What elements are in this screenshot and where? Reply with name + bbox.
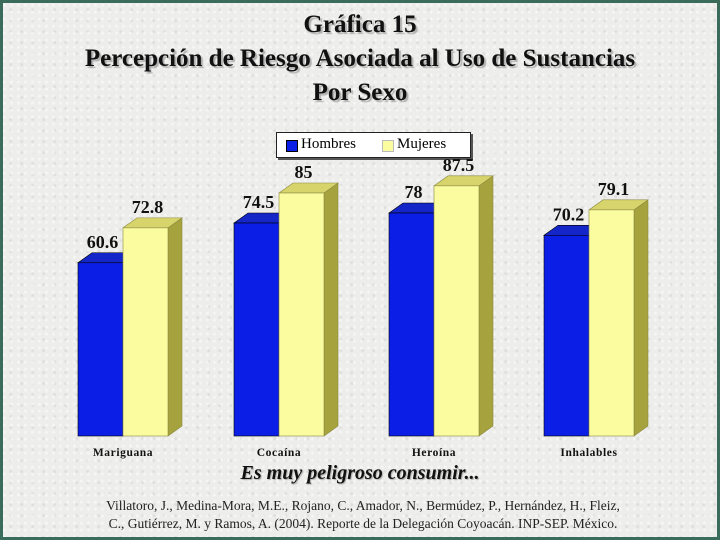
citation-line-2: C., Gutiérrez, M. y Ramos, A. (2004). Re… [108,516,618,531]
legend-label-mujeres: Mujeres [397,136,447,152]
legend-swatch-mujeres [382,140,394,152]
citation: Villatoro, J., Medina-Mora, M.E., Rojano… [23,497,703,533]
chart-title-sub: Por Sexo [312,79,408,106]
bar-side-mujeres-1 [323,182,339,437]
legend: Hombres Mujeres [276,132,471,158]
bar-side-mujeres-2 [478,175,494,437]
bar-hombres-0 [77,262,124,437]
bar-mujeres-1 [278,192,325,437]
value-label-mujeres-1: 85 [295,162,313,182]
bar-mujeres-2 [433,185,480,437]
value-label-mujeres-3: 79.1 [598,179,630,199]
bar-hombres-3 [543,235,590,437]
bar-chart: 60.6 72.8 Mariguana 74.5 85 Cocaína 78 87.5 Hero… [77,155,649,459]
category-label-3: Inhalables [560,447,617,459]
legend-label-hombres: Hombres [301,136,356,152]
value-label-hombres-0: 60.6 [87,232,119,252]
citation-line-1: Villatoro, J., Medina-Mora, M.E., Rojano… [106,498,620,513]
category-label-1: Cocaína [257,447,301,459]
category-label-0: Mariguana [93,447,153,459]
value-label-hombres-2: 78 [405,182,423,202]
bar-side-mujeres-0 [167,217,183,437]
chart-title: Percepción de Riesgo Asociada al Uso de … [84,45,636,72]
value-label-mujeres-2: 87.5 [443,155,475,175]
value-label-mujeres-0: 72.8 [132,197,164,217]
chart-caption: Es muy peligroso consumir... [240,462,480,484]
bar-side-mujeres-3 [633,199,649,437]
chart-title-number: Gráfica 15 [303,11,417,38]
bar-hombres-2 [388,212,435,437]
bar-hombres-1 [233,222,280,437]
bar-mujeres-0 [122,227,169,437]
value-label-hombres-3: 70.2 [553,204,585,224]
value-label-hombres-1: 74.5 [243,192,275,212]
legend-swatch-hombres [286,140,298,152]
category-label-2: Heroína [412,447,456,459]
bar-mujeres-3 [588,209,635,437]
